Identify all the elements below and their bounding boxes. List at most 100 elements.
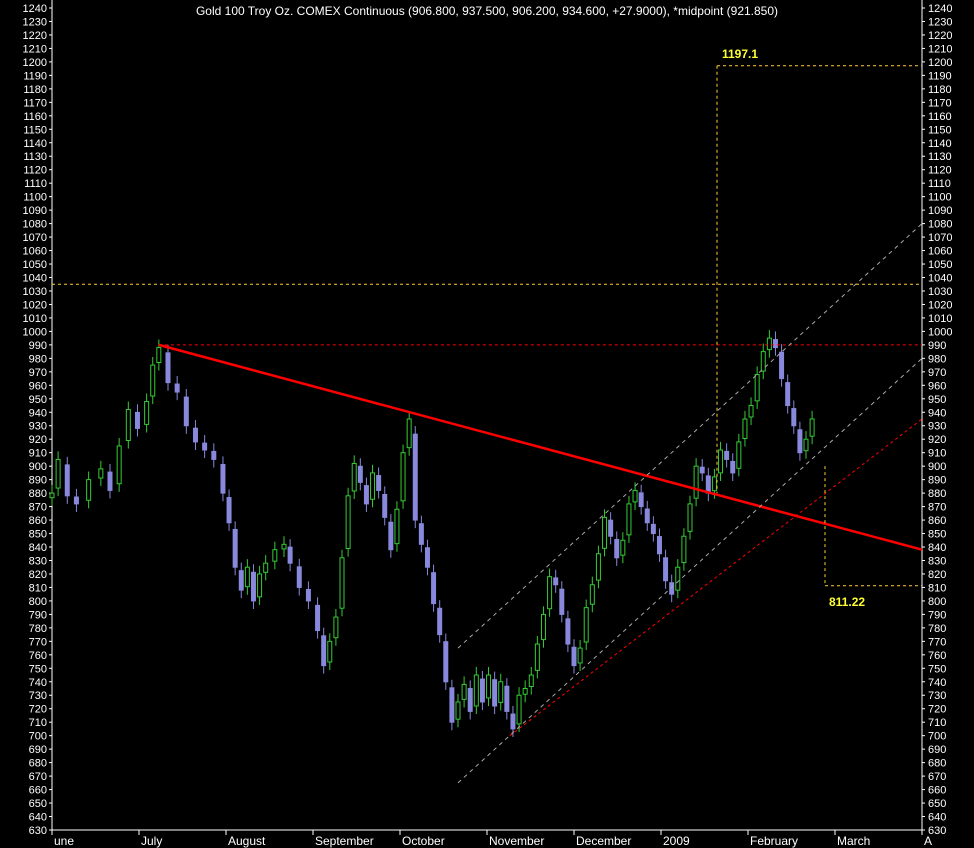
candle-body: [73, 496, 79, 505]
ytick-label-right: 750: [928, 663, 946, 675]
candle-body: [730, 460, 736, 474]
overlay-lines: [52, 223, 923, 784]
ytick-label-left: 870: [29, 502, 47, 514]
ytick-label-right: 810: [928, 582, 946, 594]
candle-body: [296, 566, 302, 588]
candle-body: [797, 429, 803, 454]
ytick-label-left: 730: [29, 690, 47, 702]
candle-body: [418, 523, 424, 545]
ytick-label-left: 630: [29, 825, 47, 837]
candle-body: [220, 463, 226, 494]
candle-body: [351, 462, 357, 492]
ytick-label-left: 1100: [23, 192, 47, 204]
ytick-label-right: 1080: [928, 219, 952, 231]
candle-body: [305, 588, 311, 602]
candle-body: [107, 471, 113, 491]
candle-body: [257, 573, 263, 598]
ytick-label-right: 890: [928, 475, 946, 487]
candle-body: [602, 516, 608, 549]
candle-body: [687, 503, 693, 532]
ytick-label-right: 880: [928, 488, 946, 500]
candle-body: [467, 688, 473, 712]
ytick-label-right: 1230: [928, 16, 952, 28]
candle-body: [211, 450, 217, 460]
candle-body: [406, 418, 412, 449]
ytick-label-left: 860: [29, 515, 47, 527]
annotation-high: 1197.1: [722, 47, 758, 61]
candle-body: [339, 557, 345, 609]
candle-body: [772, 339, 778, 349]
candle-body: [760, 351, 766, 372]
ytick-label-left: 950: [29, 394, 47, 406]
ytick-label-left: 700: [29, 731, 47, 743]
ytick-label-right: 850: [928, 529, 946, 541]
ytick-label-right: 1040: [928, 273, 952, 285]
candle-body: [583, 607, 589, 643]
candle-body: [516, 694, 522, 725]
candle-body: [540, 613, 546, 641]
channel-mid-line: [457, 357, 923, 784]
ytick-label-left: 1240: [23, 3, 47, 15]
ytick-label-left: 930: [29, 421, 47, 433]
candle-body: [412, 433, 418, 521]
annotations: 1197.1 811.22: [716, 47, 922, 609]
ytick-label-right: 680: [928, 758, 946, 770]
candle-body: [510, 713, 516, 730]
candle-body: [766, 337, 772, 351]
candle-body: [736, 441, 742, 469]
ytick-label-right: 940: [928, 407, 946, 419]
candle-body: [748, 405, 754, 418]
ytick-label-right: 1200: [928, 57, 952, 69]
candle-body: [553, 577, 559, 586]
month-label: December: [576, 834, 631, 848]
ytick-label-right: 770: [928, 636, 946, 648]
ytick-label-left: 830: [29, 555, 47, 567]
month-label: 2009: [663, 834, 690, 848]
candle-body: [699, 466, 705, 474]
candle-body: [86, 479, 92, 501]
candle-body: [803, 438, 809, 452]
candle-body: [327, 640, 333, 663]
month-label: July: [141, 834, 162, 848]
candle-body: [754, 374, 760, 402]
channel-upper-line: [457, 223, 923, 649]
ytick-label-right: 740: [928, 677, 946, 689]
candle-body: [400, 452, 406, 502]
ytick-label-right: 1000: [928, 326, 952, 338]
ytick-label-left: 900: [29, 461, 47, 473]
candle-body: [321, 635, 327, 667]
ytick-label-right: 1050: [928, 259, 952, 271]
ytick-label-left: 990: [29, 340, 47, 352]
candle-body: [64, 464, 70, 497]
ytick-label-left: 710: [29, 717, 47, 729]
ytick-label-left: 1230: [23, 16, 47, 28]
ytick-label-right: 640: [928, 812, 946, 824]
ytick-label-right: 950: [928, 394, 946, 406]
ytick-label-right: 830: [928, 555, 946, 567]
ytick-label-right: 900: [928, 461, 946, 473]
candle-body: [638, 492, 644, 508]
month-label: March: [837, 834, 870, 848]
candle-body: [547, 576, 553, 610]
ytick-label-left: 1150: [23, 124, 47, 136]
candle-body: [345, 495, 351, 549]
ytick-label-right: 790: [928, 609, 946, 621]
candle-body: [156, 347, 162, 363]
candle-body: [528, 674, 534, 687]
ytick-label-right: 1090: [928, 205, 952, 217]
candle-body: [98, 468, 104, 479]
ytick-label-right: 730: [928, 690, 946, 702]
ytick-label-right: 670: [928, 771, 946, 783]
candle-body: [272, 549, 278, 562]
candle-body: [226, 497, 232, 524]
candle-body: [192, 427, 198, 443]
candle-body: [675, 566, 681, 591]
ytick-label-right: 990: [928, 340, 946, 352]
ytick-label-left: 980: [29, 353, 47, 365]
ytick-label-left: 890: [29, 475, 47, 487]
ytick-label-right: 1130: [928, 151, 952, 163]
candle-body: [281, 543, 287, 550]
ytick-label-left: 1200: [23, 57, 47, 69]
ytick-label-right: 700: [928, 731, 946, 743]
candle-body: [595, 553, 601, 581]
